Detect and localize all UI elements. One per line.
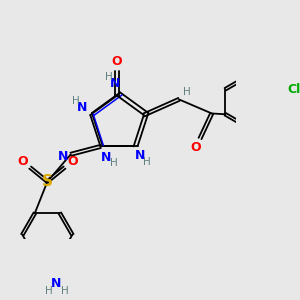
Text: O: O [67, 155, 78, 168]
Text: N: N [100, 151, 111, 164]
Text: O: O [191, 141, 201, 154]
Text: N: N [110, 76, 121, 90]
Text: H: H [183, 87, 190, 97]
Text: H: H [45, 286, 53, 296]
Text: N: N [77, 101, 88, 114]
Text: H: H [61, 286, 68, 296]
Text: H: H [143, 157, 151, 167]
Text: H: H [72, 96, 80, 106]
Text: S: S [42, 174, 53, 189]
Text: H: H [110, 158, 118, 168]
Text: O: O [17, 155, 28, 168]
Text: O: O [112, 55, 122, 68]
Text: H: H [105, 72, 113, 82]
Text: N: N [58, 150, 68, 163]
Text: N: N [135, 149, 145, 162]
Text: Cl: Cl [287, 83, 300, 96]
Text: N: N [51, 277, 61, 290]
